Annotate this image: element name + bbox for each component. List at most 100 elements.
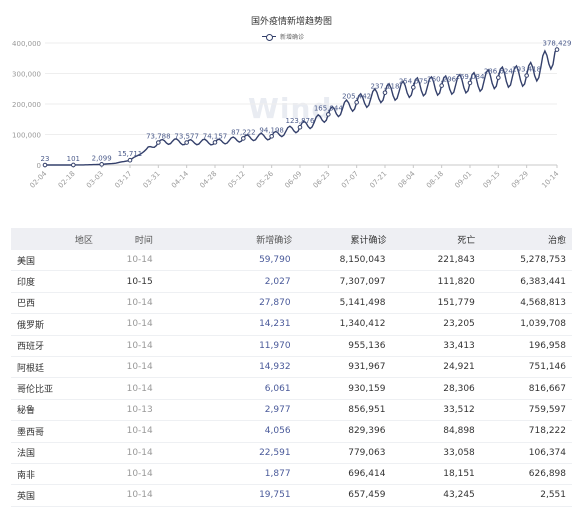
- cell-total-confirmed: 696,414: [348, 469, 386, 480]
- x-tick-label: 07-21: [368, 170, 388, 190]
- cell-deaths: 33,058: [443, 447, 475, 458]
- data-label: 237,118: [371, 83, 400, 91]
- header-new[interactable]: 新增确诊: [256, 235, 293, 246]
- cell-new-confirmed: 1,877: [264, 469, 291, 480]
- cell-recovered: 626,898: [528, 469, 566, 480]
- table-row[interactable]: 西班牙 10-14 11,970 955,136 33,413 196,958: [11, 336, 572, 357]
- table-row[interactable]: 俄罗斯 10-14 14,231 1,340,412 23,205 1,039,708: [11, 314, 572, 336]
- y-tick-label: 0: [37, 162, 41, 170]
- cell-deaths: 33,512: [443, 404, 475, 415]
- cell-time: 10-14: [126, 447, 153, 458]
- cell-deaths: 23,205: [443, 319, 475, 330]
- y-tick-label: 200,000: [12, 101, 41, 109]
- legend-line-icon: [262, 33, 276, 41]
- cell-new-confirmed: 2,027: [264, 276, 291, 287]
- cell-region: 美国: [17, 256, 36, 267]
- data-point: [524, 73, 529, 78]
- cell-time: 10-15: [126, 276, 153, 287]
- data-label: 260,296: [427, 76, 456, 84]
- cell-recovered: 718,222: [528, 426, 566, 437]
- data-point: [382, 90, 388, 95]
- header-total[interactable]: 累计确诊: [350, 235, 387, 246]
- table-body: 美国 10-14 59,790 8,150,043 221,843 5,278,753 印度…: [11, 250, 572, 507]
- cell-deaths: 24,921: [443, 362, 475, 373]
- table-row[interactable]: 秘鲁 10-13 2,977 856,951 33,512 759,597: [11, 400, 572, 422]
- cell-total-confirmed: 657,459: [348, 490, 386, 501]
- cell-new-confirmed: 59,790: [259, 255, 291, 266]
- data-point: [156, 140, 161, 145]
- x-tick-label: 03-31: [142, 170, 162, 190]
- legend-label: 新增确诊: [280, 34, 305, 41]
- data-label: 286,624: [484, 68, 513, 76]
- table-row[interactable]: 英国 10-14 19,751 657,459 43,245 2,551: [11, 485, 572, 507]
- watermark: Wind: [248, 92, 333, 125]
- x-tick-label: 08-04: [397, 169, 417, 189]
- table-row[interactable]: 南非 10-14 1,877 696,414 18,151 626,898: [11, 464, 572, 486]
- cell-total-confirmed: 8,150,043: [339, 255, 386, 266]
- data-point: [411, 85, 416, 90]
- cell-new-confirmed: 22,591: [259, 447, 291, 458]
- data-point: [439, 83, 444, 88]
- x-tick-label: 04-28: [198, 170, 218, 190]
- data-label: 165,944: [314, 104, 343, 112]
- cell-region: 法国: [17, 449, 36, 460]
- cell-time: 10-14: [126, 490, 153, 501]
- data-label: 254,575: [399, 77, 428, 85]
- data-label: 94,198: [259, 126, 284, 134]
- data-point: [326, 112, 331, 117]
- data-point: [42, 162, 48, 168]
- chart-title: 国外疫情新增趋势图: [250, 17, 332, 27]
- x-tick-label: 08-18: [425, 170, 445, 190]
- data-point: [241, 136, 246, 141]
- table-row[interactable]: 美国 10-14 59,790 8,150,043 221,843 5,278,753: [11, 250, 572, 272]
- x-tick-label: 10-14: [540, 169, 560, 189]
- data-point: [71, 162, 76, 168]
- data-label: 73,788: [146, 132, 171, 140]
- table-row[interactable]: 阿根廷 10-14 14,932 931,967 24,921 751,146: [11, 357, 572, 379]
- data-label: 378,429: [543, 40, 572, 48]
- cell-time: 10-13: [126, 404, 153, 415]
- data-label: 73,577: [174, 133, 199, 141]
- table-row[interactable]: 哥伦比亚 10-14 6,061 930,159 28,306 816,667: [11, 378, 572, 400]
- header-time[interactable]: 时间: [134, 235, 153, 246]
- header-death[interactable]: 死亡: [457, 235, 476, 246]
- data-point: [269, 133, 274, 139]
- x-tick-label: 07-07: [340, 170, 360, 190]
- x-tick-label: 04-14: [170, 169, 190, 189]
- table-row[interactable]: 法国 10-14 22,591 779,063 33,058 106,374: [11, 443, 572, 464]
- cell-deaths: 111,820: [437, 276, 475, 287]
- cell-total-confirmed: 5,141,498: [339, 297, 386, 308]
- y-tick-label: 300,000: [12, 71, 41, 79]
- data-point: [467, 80, 473, 86]
- cell-recovered: 106,374: [528, 447, 566, 458]
- cell-new-confirmed: 11,970: [259, 340, 291, 351]
- data-point: [184, 140, 189, 145]
- table-row[interactable]: 墨西哥 10-14 4,056 829,396 84,898 718,222: [11, 421, 572, 443]
- cell-new-confirmed: 14,231: [259, 319, 291, 330]
- x-tick-label: 09-01: [453, 170, 473, 190]
- data-point: [496, 75, 501, 80]
- header-cure[interactable]: 治愈: [547, 235, 566, 246]
- cell-new-confirmed: 6,061: [264, 383, 291, 394]
- header-region[interactable]: 地区: [74, 235, 93, 246]
- x-tick-label: 05-12: [227, 170, 247, 190]
- cell-time: 10-14: [126, 319, 153, 330]
- cell-region: 阿根廷: [17, 363, 45, 374]
- x-tick-label: 03-03: [85, 170, 105, 190]
- cell-recovered: 816,667: [528, 383, 566, 394]
- y-tick-label: 400,000: [12, 40, 41, 48]
- cell-time: 10-14: [126, 340, 153, 351]
- table-row[interactable]: 印度 10-15 2,027 7,307,097 111,820 6,383,441: [11, 271, 572, 293]
- chart-legend[interactable]: 新增确诊: [262, 32, 304, 41]
- data-point: [127, 157, 133, 163]
- cell-total-confirmed: 856,951: [348, 404, 386, 415]
- series-line-new-confirmed: [45, 49, 558, 166]
- table-row[interactable]: 巴西 10-14 27,870 5,141,498 151,779 4,568,813: [11, 293, 572, 315]
- data-point: [99, 162, 104, 167]
- x-tick-label: 02-18: [57, 170, 77, 190]
- cell-total-confirmed: 930,159: [348, 383, 386, 394]
- cell-region: 南非: [17, 470, 36, 481]
- cell-region: 印度: [17, 278, 36, 289]
- cell-deaths: 28,306: [443, 383, 475, 394]
- x-tick-label: 02-04: [28, 169, 48, 189]
